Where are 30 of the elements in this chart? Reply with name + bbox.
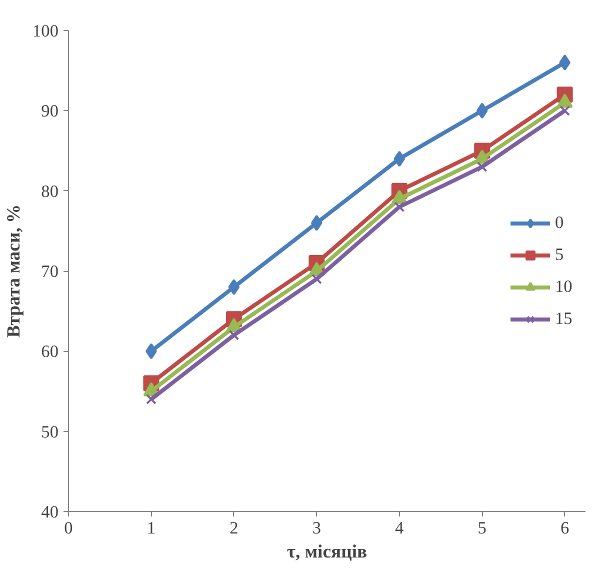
legend-label: 0 — [555, 212, 565, 232]
x-axis-title: τ, місяців — [286, 542, 368, 562]
point — [476, 162, 488, 172]
point — [146, 394, 156, 405]
point — [310, 214, 322, 231]
legend-label: 10 — [555, 276, 574, 296]
x-tick-label: 1 — [146, 518, 156, 538]
x-tick-label: 0 — [64, 518, 73, 538]
x-tick-label: 6 — [560, 518, 570, 538]
point — [394, 202, 405, 212]
legend-label: 15 — [555, 308, 574, 328]
point — [311, 274, 322, 284]
legend-label: 5 — [555, 244, 565, 264]
point — [394, 150, 406, 167]
y-tick-label: 90 — [41, 102, 58, 121]
point — [560, 105, 570, 116]
point — [228, 279, 240, 296]
x-tick-label: 3 — [312, 518, 321, 538]
x-tick-label: 5 — [478, 518, 486, 538]
point — [228, 330, 240, 340]
x-tick-label: 4 — [395, 518, 404, 538]
y-tick-label: 70 — [41, 262, 58, 281]
y-tick-label: 40 — [41, 502, 58, 522]
x-tick-label: 2 — [230, 518, 238, 538]
y-tick-label: 100 — [32, 22, 59, 40]
y-tick-label: 80 — [41, 182, 58, 201]
y-axis-title: Втрата маси, % — [4, 204, 25, 338]
y-tick-label: 50 — [41, 422, 58, 442]
point — [476, 102, 488, 119]
y-tick-label: 60 — [41, 342, 58, 362]
